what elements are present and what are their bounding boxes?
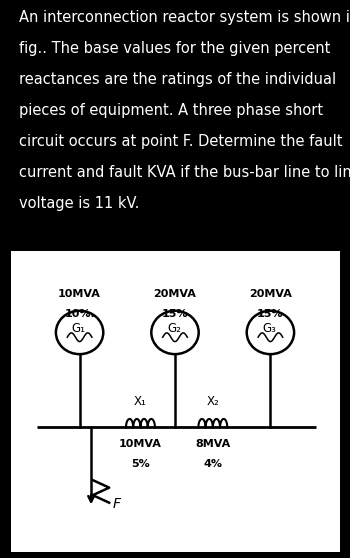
Text: 15%: 15%: [257, 309, 284, 319]
Text: 15%: 15%: [162, 309, 188, 319]
Text: 20MVA: 20MVA: [249, 288, 292, 299]
Text: X₂: X₂: [206, 395, 219, 408]
Text: voltage is 11 kV.: voltage is 11 kV.: [19, 196, 140, 211]
Text: G₂: G₂: [167, 321, 181, 335]
Text: X₁: X₁: [134, 395, 147, 408]
Text: 5%: 5%: [131, 459, 150, 469]
Text: 4%: 4%: [203, 459, 222, 469]
Text: 10%.: 10%.: [64, 309, 95, 319]
Text: 10MVA: 10MVA: [58, 288, 101, 299]
Text: An interconnection reactor system is shown in: An interconnection reactor system is sho…: [19, 9, 350, 25]
Text: 10MVA: 10MVA: [119, 440, 162, 449]
Text: G₁: G₁: [71, 321, 85, 335]
FancyBboxPatch shape: [6, 247, 344, 557]
Text: 20MVA: 20MVA: [154, 288, 196, 299]
Text: pieces of equipment. A three phase short: pieces of equipment. A three phase short: [19, 103, 323, 118]
Text: circuit occurs at point F. Determine the fault: circuit occurs at point F. Determine the…: [19, 134, 343, 149]
Text: fig.. The base values for the given percent: fig.. The base values for the given perc…: [19, 41, 331, 56]
Text: reactances are the ratings of the individual: reactances are the ratings of the indivi…: [19, 72, 336, 87]
Text: G₃: G₃: [262, 321, 276, 335]
Text: F: F: [112, 497, 120, 511]
Text: 8MVA: 8MVA: [195, 440, 230, 449]
Text: current and fault KVA if the bus-bar line to line: current and fault KVA if the bus-bar lin…: [19, 165, 350, 180]
